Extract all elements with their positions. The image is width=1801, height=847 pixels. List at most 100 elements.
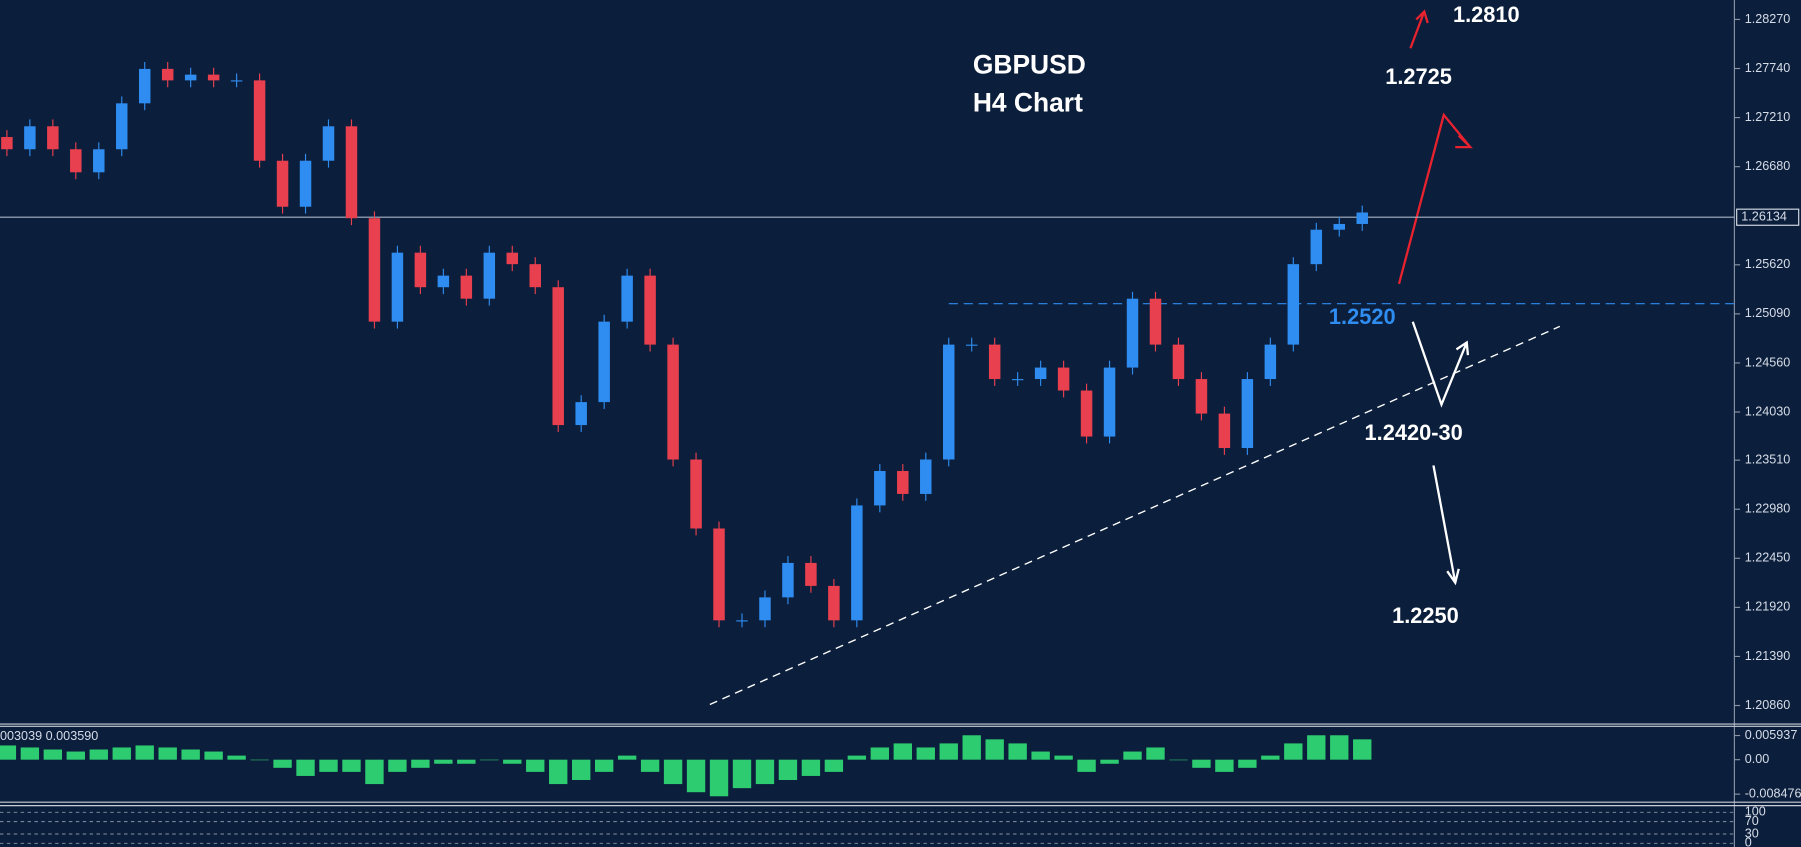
- macd-bar: [686, 759, 706, 793]
- y-tick-label: 1.26680: [1745, 159, 1791, 173]
- candle-body: [161, 68, 174, 81]
- candle-body: [621, 275, 633, 322]
- arrow: [1411, 321, 1468, 408]
- arrow: [1409, 11, 1426, 49]
- annotation: 1.2725: [1385, 64, 1452, 89]
- y-tick-label: 70: [1745, 814, 1759, 828]
- macd-bar: [916, 747, 935, 760]
- y-tick-label: 1.27210: [1745, 110, 1791, 124]
- candle-body: [24, 126, 36, 150]
- candle-body: [138, 68, 151, 104]
- y-tick-label: 0: [1745, 836, 1752, 847]
- candle-body: [1011, 379, 1024, 381]
- candle-body: [1057, 367, 1070, 391]
- macd-bar: [1169, 759, 1188, 761]
- macd-bar: [1238, 759, 1257, 768]
- y-tick-label: 1.24560: [1745, 355, 1791, 369]
- candle-body: [1103, 367, 1116, 437]
- candle-body: [1195, 379, 1208, 414]
- macd-bar: [89, 749, 108, 760]
- candle-body: [414, 252, 427, 288]
- candle-body: [874, 470, 886, 506]
- arrowhead: [1446, 568, 1460, 586]
- macd-bar: [663, 759, 683, 785]
- candle-body: [965, 344, 978, 346]
- candle-body: [345, 126, 358, 219]
- candle-body: [1310, 229, 1323, 265]
- trendline: [709, 325, 1561, 706]
- candle-body: [552, 287, 564, 426]
- macd-bar: [1146, 747, 1165, 760]
- macd-bar: [66, 751, 85, 760]
- annotation: 1.2420-30: [1365, 420, 1463, 445]
- macd-bar: [549, 759, 568, 785]
- macd-bar: [181, 749, 200, 760]
- candle-body: [897, 470, 909, 494]
- y-tick-label: 1.22980: [1745, 502, 1791, 516]
- y-tick-label: 1.22450: [1745, 551, 1791, 565]
- macd-bar: [158, 747, 177, 760]
- y-tick-label: 100: [1745, 805, 1766, 819]
- macd-bar: [1054, 755, 1073, 760]
- candle-body: [93, 149, 105, 173]
- candle-body: [1241, 379, 1254, 449]
- candle-body: [483, 252, 496, 299]
- candle-body: [1218, 413, 1231, 449]
- macd-bar: [755, 759, 775, 785]
- macd-bar: [250, 759, 269, 761]
- candle-body: [207, 74, 220, 81]
- candle-body: [437, 275, 450, 288]
- annotation: 1.2250: [1392, 603, 1459, 628]
- arrow: [1432, 465, 1457, 583]
- candle-body: [322, 126, 335, 161]
- y-tick-label: -0.008476: [1745, 786, 1801, 800]
- macd-bar: [1192, 759, 1211, 768]
- macd-bar: [617, 755, 637, 760]
- macd-bar: [893, 743, 912, 760]
- candle-body: [70, 149, 82, 173]
- y-tick-label: 1.25090: [1745, 306, 1791, 320]
- macd-bar: [1353, 739, 1372, 760]
- candle-body: [276, 160, 289, 207]
- chart-subtitle: H4 Chart: [973, 87, 1083, 117]
- macd-bar: [732, 759, 752, 789]
- macd-bar: [319, 759, 338, 772]
- y-tick-label: 0.00: [1745, 752, 1770, 766]
- candle-body: [736, 620, 748, 622]
- candle-body: [988, 344, 1001, 380]
- macd-bar: [480, 759, 499, 761]
- y-tick-label: 1.24030: [1745, 404, 1791, 418]
- macd-bar: [342, 759, 361, 772]
- last-price-box: [1736, 208, 1800, 226]
- macd-bar: [1215, 759, 1234, 772]
- macd-bar: [778, 759, 798, 781]
- macd-bar: [824, 759, 844, 772]
- candle-body: [851, 505, 863, 621]
- candle-body: [116, 103, 128, 150]
- candle-body: [805, 562, 817, 586]
- arrow: [1397, 112, 1472, 285]
- candle-body: [667, 344, 679, 460]
- candle-body: [1034, 367, 1047, 380]
- y-tick-label: 1.21920: [1745, 600, 1791, 614]
- candle-body: [230, 80, 243, 82]
- candle-body: [782, 562, 794, 598]
- arrowhead: [1455, 134, 1473, 149]
- y-tick-label: 1.23510: [1745, 452, 1791, 466]
- macd-bar: [594, 759, 614, 772]
- macd-bar: [939, 743, 958, 760]
- level-label: 1.2520: [1329, 304, 1396, 329]
- candle-body: [713, 528, 725, 621]
- candle-body: [1149, 298, 1162, 345]
- candle-body: [598, 321, 610, 403]
- candle-body: [1, 137, 13, 150]
- macd-bar: [1077, 759, 1096, 772]
- macd-bar: [1261, 755, 1280, 760]
- candle-body: [1333, 223, 1346, 230]
- macd-bar: [1123, 751, 1142, 760]
- macd-bar: [296, 759, 315, 776]
- candle-body: [460, 275, 473, 299]
